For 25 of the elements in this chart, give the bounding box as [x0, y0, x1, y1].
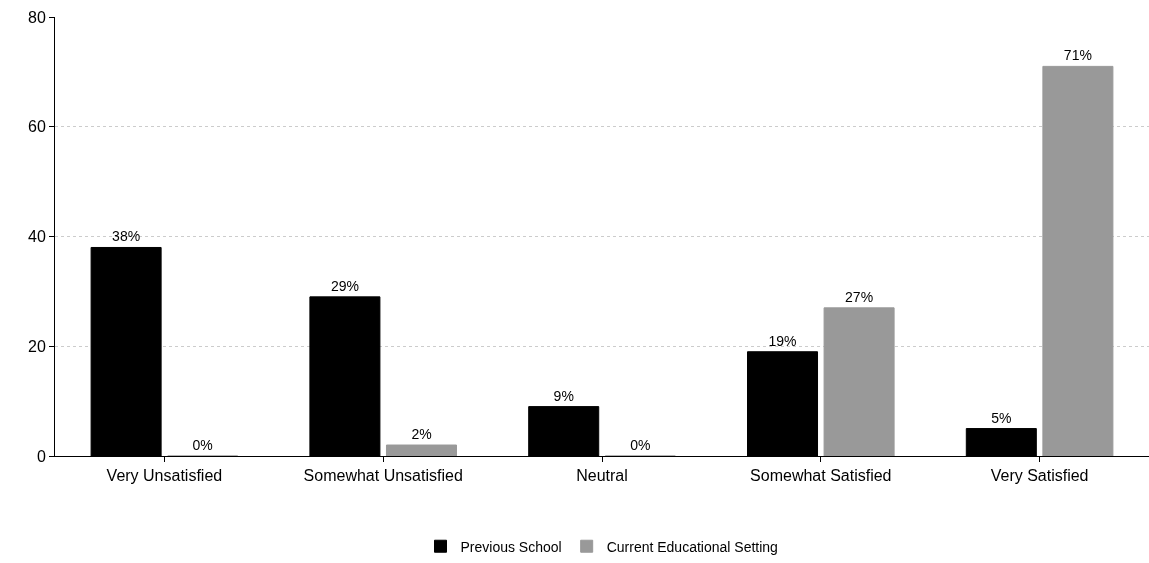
y-tick-label: 60 [28, 118, 46, 136]
x-tick-label: Very Unsatisfied [106, 467, 223, 485]
data-label: 9% [553, 387, 574, 404]
legend-label: Current Educational Setting [606, 538, 778, 555]
x-tick-label: Very Satisfied [990, 467, 1089, 485]
legend-label: Previous School [460, 538, 562, 555]
x-tick-label: Neutral [576, 467, 628, 485]
bar [385, 444, 457, 456]
data-label: 2% [411, 426, 432, 443]
data-label: 71% [1063, 47, 1092, 64]
data-label: 19% [768, 332, 797, 349]
y-tick-label: 40 [28, 228, 46, 246]
data-label: 29% [330, 277, 359, 294]
bar [1042, 65, 1114, 456]
y-tick-label: 0 [36, 447, 46, 465]
y-tick-label: 80 [28, 8, 46, 26]
x-tick-label: Somewhat Satisfied [750, 467, 892, 485]
bar [823, 307, 895, 456]
x-tick-label: Somewhat Unsatisfied [303, 467, 463, 485]
data-label: 27% [845, 288, 874, 305]
data-label: 5% [991, 409, 1012, 426]
data-label: 0% [630, 437, 651, 453]
data-label: 0% [192, 437, 213, 453]
y-tick-label: 20 [28, 337, 46, 355]
data-label: 38% [112, 228, 141, 245]
